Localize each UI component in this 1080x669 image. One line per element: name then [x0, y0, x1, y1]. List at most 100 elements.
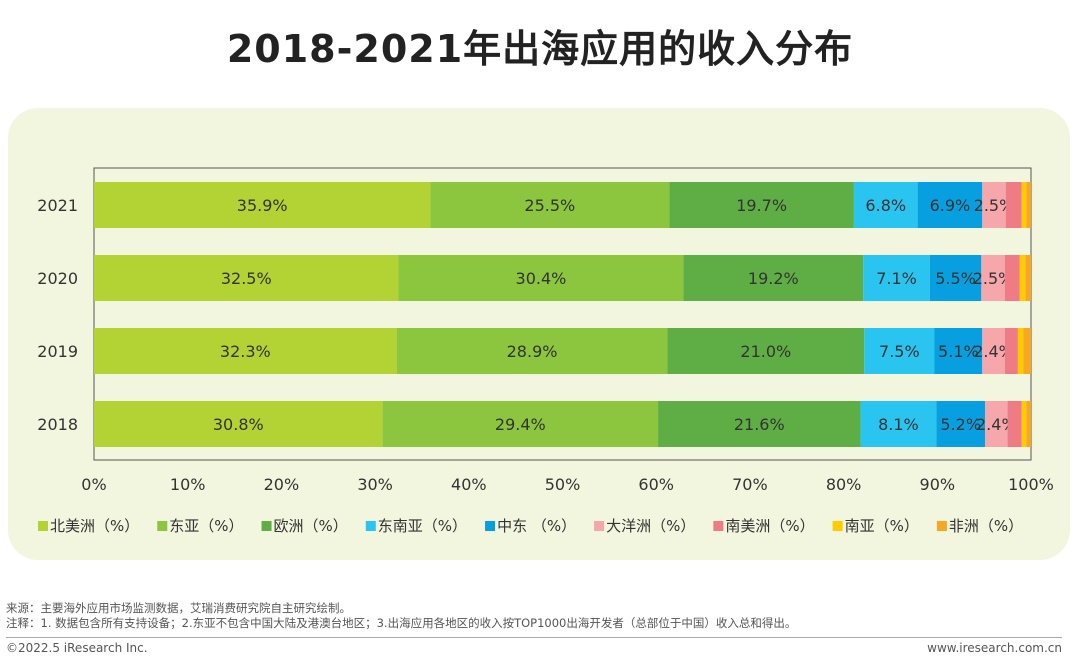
- data-label: 6.9%: [930, 196, 971, 215]
- data-label: 30.8%: [213, 415, 264, 434]
- bar-segment: [982, 328, 1005, 374]
- bar-segment: [382, 401, 659, 447]
- data-label: 2.5%: [973, 269, 1014, 288]
- data-label: 30.4%: [516, 269, 567, 288]
- data-label: 32.5%: [221, 269, 272, 288]
- website-url: www.iresearch.com.cn: [927, 641, 1062, 655]
- data-label: 5.2%: [940, 415, 981, 434]
- data-label: 2.4%: [976, 415, 1017, 434]
- x-tick-label: 80%: [826, 475, 862, 494]
- copyright-text: ©2022.5 iResearch Inc.: [6, 641, 148, 655]
- data-label: 2.4%: [973, 342, 1014, 361]
- bar-segment: [1007, 401, 1022, 447]
- data-label: 5.1%: [938, 342, 979, 361]
- x-tick-label: 0%: [81, 475, 106, 494]
- x-tick-label: 70%: [732, 475, 768, 494]
- bar-segment: [667, 328, 865, 374]
- legend-label: 中东 （%）: [497, 517, 576, 535]
- legend-label: 东南亚（%）: [378, 517, 467, 535]
- legend-label: 欧洲（%）: [274, 517, 348, 535]
- data-label: 21.0%: [740, 342, 791, 361]
- legend-swatch: [713, 521, 724, 531]
- bar-segment: [1025, 255, 1031, 301]
- bar-segment: [94, 328, 397, 374]
- bar-segment: [864, 328, 935, 374]
- chart-panel: 35.9% 25.5% 19.7% 6.8% 6.9% 2.5% 2021 32.5% 30.4…: [8, 108, 1070, 560]
- plot-frame: [93, 167, 1032, 461]
- data-label: 7.5%: [879, 342, 920, 361]
- legend-label: 北美洲（%）: [50, 517, 139, 535]
- data-label: 32.3%: [220, 342, 271, 361]
- bar-segment: [430, 182, 670, 228]
- bar-segment: [1004, 328, 1018, 374]
- bar-segment: [1019, 255, 1026, 301]
- legend-label: 非洲（%）: [949, 517, 1023, 535]
- bar-segment: [398, 255, 684, 301]
- x-tick-label: 60%: [638, 475, 674, 494]
- bar-segment: [853, 182, 918, 228]
- bar-segment: [1026, 401, 1031, 447]
- bar-segment: [669, 182, 854, 228]
- bar-segment: [981, 255, 1005, 301]
- data-label: 25.5%: [524, 196, 575, 215]
- bar-segment: [982, 182, 1006, 228]
- bar-segment: [936, 401, 986, 447]
- legend-swatch: [261, 521, 272, 531]
- data-label: 19.2%: [748, 269, 799, 288]
- data-label: 19.7%: [736, 196, 787, 215]
- legend-swatch: [936, 521, 947, 531]
- x-tick-label: 10%: [170, 475, 206, 494]
- bar-segment: [658, 401, 861, 447]
- x-tick-label: 100%: [1008, 475, 1054, 494]
- source-note: 来源：主要海外应用市场监测数据，艾瑞消费研究院自主研究绘制。: [6, 601, 351, 615]
- x-tick-label: 40%: [451, 475, 487, 494]
- category-label: 2019: [37, 342, 78, 361]
- x-tick-label: 50%: [545, 475, 581, 494]
- bar-segment: [863, 255, 930, 301]
- bar-segment: [1026, 182, 1031, 228]
- legend-swatch: [157, 521, 168, 531]
- bar-segment: [1005, 182, 1022, 228]
- data-label: 5.5%: [935, 269, 976, 288]
- bar-segment: [94, 182, 431, 228]
- bar-segment: [1004, 255, 1020, 301]
- bar-segment: [1021, 401, 1027, 447]
- legend-label: 东亚（%）: [169, 517, 243, 535]
- x-tick-label: 90%: [920, 475, 956, 494]
- bar-segment: [985, 401, 1008, 447]
- data-label: 8.1%: [878, 415, 919, 434]
- category-label: 2020: [37, 269, 78, 288]
- legend-label: 南亚（%）: [845, 517, 919, 535]
- legend-label: 大洋洲（%）: [606, 517, 695, 535]
- bar-segment: [1021, 182, 1027, 228]
- legend-swatch: [38, 521, 48, 531]
- x-tick-label: 20%: [264, 475, 300, 494]
- bar-segment: [917, 182, 983, 228]
- page-title: 2018-2021年出海应用的收入分布: [226, 27, 854, 71]
- bar-segment: [1023, 328, 1031, 374]
- data-label: 2.5%: [974, 196, 1015, 215]
- footnote: 注释：1. 数据包含所有支持设备；2.东亚不包含中国大陆及港澳台地区；3.出海应…: [6, 616, 797, 630]
- data-label: 21.6%: [734, 415, 785, 434]
- bar-segment: [94, 255, 399, 301]
- bar-segment: [396, 328, 668, 374]
- bar-segment: [1017, 328, 1024, 374]
- legend-label: 南美洲（%）: [725, 517, 814, 535]
- legend-swatch: [365, 521, 376, 531]
- data-label: 7.1%: [876, 269, 917, 288]
- category-label: 2018: [37, 415, 78, 434]
- legend-swatch: [594, 521, 605, 531]
- legend-swatch: [832, 521, 843, 531]
- bar-segment: [860, 401, 937, 447]
- bar-segment: [94, 401, 383, 447]
- category-label: 2021: [37, 196, 78, 215]
- footer-notes: 来源：主要海外应用市场监测数据，艾瑞消费研究院自主研究绘制。 注释：1. 数据包…: [6, 601, 796, 631]
- bar-segment: [934, 328, 983, 374]
- data-label: 28.9%: [507, 342, 558, 361]
- footer-divider: [6, 637, 1062, 638]
- bar-segment: [929, 255, 982, 301]
- legend-swatch: [485, 521, 496, 531]
- data-label: 35.9%: [237, 196, 288, 215]
- bar-segment: [683, 255, 864, 301]
